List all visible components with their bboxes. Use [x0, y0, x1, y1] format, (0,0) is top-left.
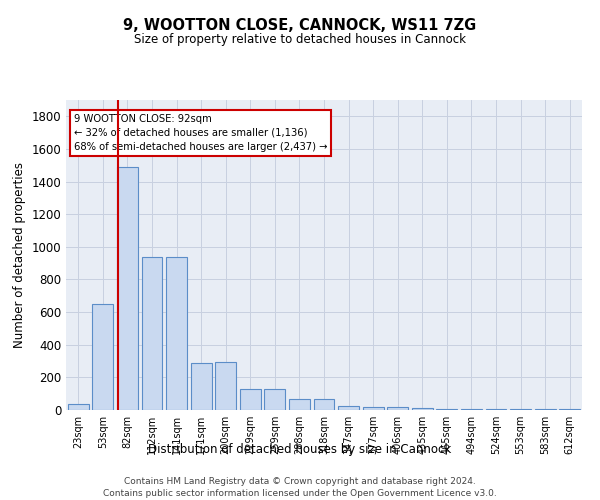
Bar [535, 409, 556, 410]
Bar [240, 389, 261, 410]
Bar [289, 398, 310, 410]
Bar [510, 409, 531, 410]
Bar [461, 409, 482, 410]
Bar [191, 362, 212, 410]
Bar [412, 408, 433, 410]
Bar [314, 400, 334, 410]
Bar [68, 404, 89, 410]
Y-axis label: Number of detached properties: Number of detached properties [13, 162, 26, 348]
Text: Contains HM Land Registry data © Crown copyright and database right 2024.: Contains HM Land Registry data © Crown c… [124, 478, 476, 486]
Bar [166, 256, 187, 410]
Bar [387, 406, 408, 410]
Bar [117, 167, 138, 410]
Text: Distribution of detached houses by size in Cannock: Distribution of detached houses by size … [148, 442, 452, 456]
Bar [215, 362, 236, 410]
Bar [485, 409, 506, 410]
Bar [338, 406, 359, 410]
Bar [559, 409, 580, 410]
Text: 9 WOOTTON CLOSE: 92sqm
← 32% of detached houses are smaller (1,136)
68% of semi-: 9 WOOTTON CLOSE: 92sqm ← 32% of detached… [74, 114, 327, 152]
Bar [436, 409, 457, 410]
Text: Size of property relative to detached houses in Cannock: Size of property relative to detached ho… [134, 32, 466, 46]
Bar [92, 304, 113, 410]
Text: 9, WOOTTON CLOSE, CANNOCK, WS11 7ZG: 9, WOOTTON CLOSE, CANNOCK, WS11 7ZG [124, 18, 476, 32]
Bar [362, 406, 383, 410]
Bar [265, 389, 286, 410]
Text: Contains public sector information licensed under the Open Government Licence v3: Contains public sector information licen… [103, 489, 497, 498]
Bar [142, 256, 163, 410]
